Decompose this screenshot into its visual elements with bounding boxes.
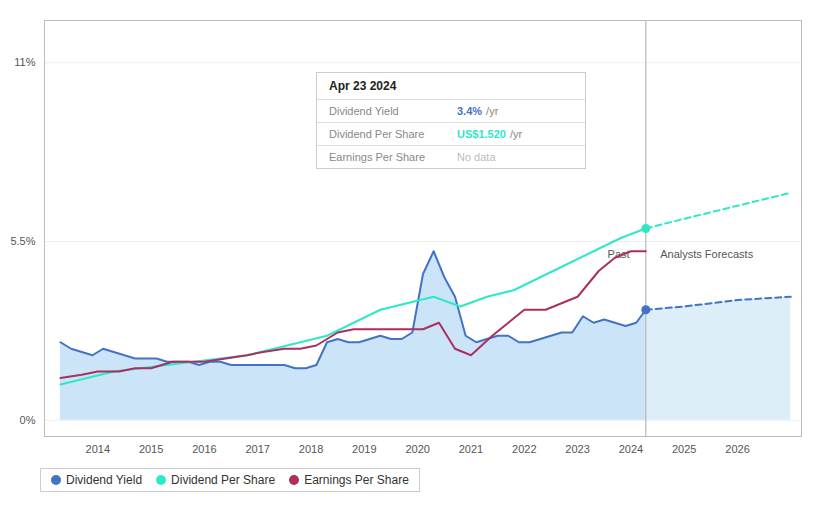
html-text:Apr 23 2024: Apr 23 2024 xyxy=(329,79,397,94)
svg-text:2018: 2018 xyxy=(299,443,323,455)
html-text:Dividend Per Share: Dividend Per Share xyxy=(171,473,276,487)
html-text:Dividend Per Share: Dividend Per Share xyxy=(329,128,425,141)
svg-text:Analysts Forecasts: Analysts Forecasts xyxy=(660,248,753,260)
svg-text:2015: 2015 xyxy=(139,443,163,455)
html-text:No data: No data xyxy=(457,151,496,164)
html-text:Earnings Per Share: Earnings Per Share xyxy=(304,473,409,487)
svg-text:2025: 2025 xyxy=(672,443,696,455)
svg-text:2026: 2026 xyxy=(725,443,749,455)
svg-text:2024: 2024 xyxy=(619,443,643,455)
svg-text:2017: 2017 xyxy=(245,443,269,455)
svg-text:2014: 2014 xyxy=(86,443,110,455)
html-text:Dividend Yield: Dividend Yield xyxy=(329,105,399,118)
html-text:Dividend Yield: Dividend Yield xyxy=(66,473,143,487)
svg-text:2016: 2016 xyxy=(192,443,216,455)
svg-text:5.5%: 5.5% xyxy=(10,235,35,247)
svg-text:Past: Past xyxy=(607,248,630,260)
svg-text:2021: 2021 xyxy=(459,443,483,455)
svg-text:2020: 2020 xyxy=(405,443,429,455)
html-text:3.4% /yr: 3.4% /yr xyxy=(457,105,499,118)
svg-text:0%: 0% xyxy=(20,414,36,426)
html-text:Earnings Per Share: Earnings Per Share xyxy=(329,151,425,164)
svg-text:2022: 2022 xyxy=(512,443,536,455)
html-text:US$1.520 /yr: US$1.520 /yr xyxy=(457,128,523,141)
svg-text:2023: 2023 xyxy=(565,443,589,455)
svg-text:11%: 11% xyxy=(14,56,35,68)
svg-text:2019: 2019 xyxy=(352,443,376,455)
